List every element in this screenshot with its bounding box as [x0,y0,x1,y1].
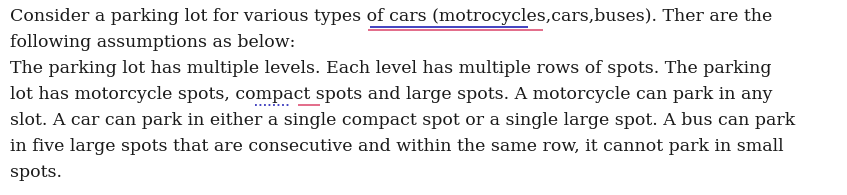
Text: in five large spots that are consecutive and within the same row, it cannot park: in five large spots that are consecutive… [10,138,783,155]
Text: The parking lot has multiple levels. Each level has multiple rows of spots. The : The parking lot has multiple levels. Eac… [10,60,772,77]
Text: Consider a parking lot for various types of cars (motrocycles,cars,buses). Ther : Consider a parking lot for various types… [10,8,772,25]
Text: spots.: spots. [10,164,62,181]
Text: following assumptions as below:: following assumptions as below: [10,34,296,51]
Text: slot. A car can park in either a single compact spot or a single large spot. A b: slot. A car can park in either a single … [10,112,795,129]
Text: lot has motorcycle spots, compact spots and large spots. A motorcycle can park i: lot has motorcycle spots, compact spots … [10,86,772,103]
